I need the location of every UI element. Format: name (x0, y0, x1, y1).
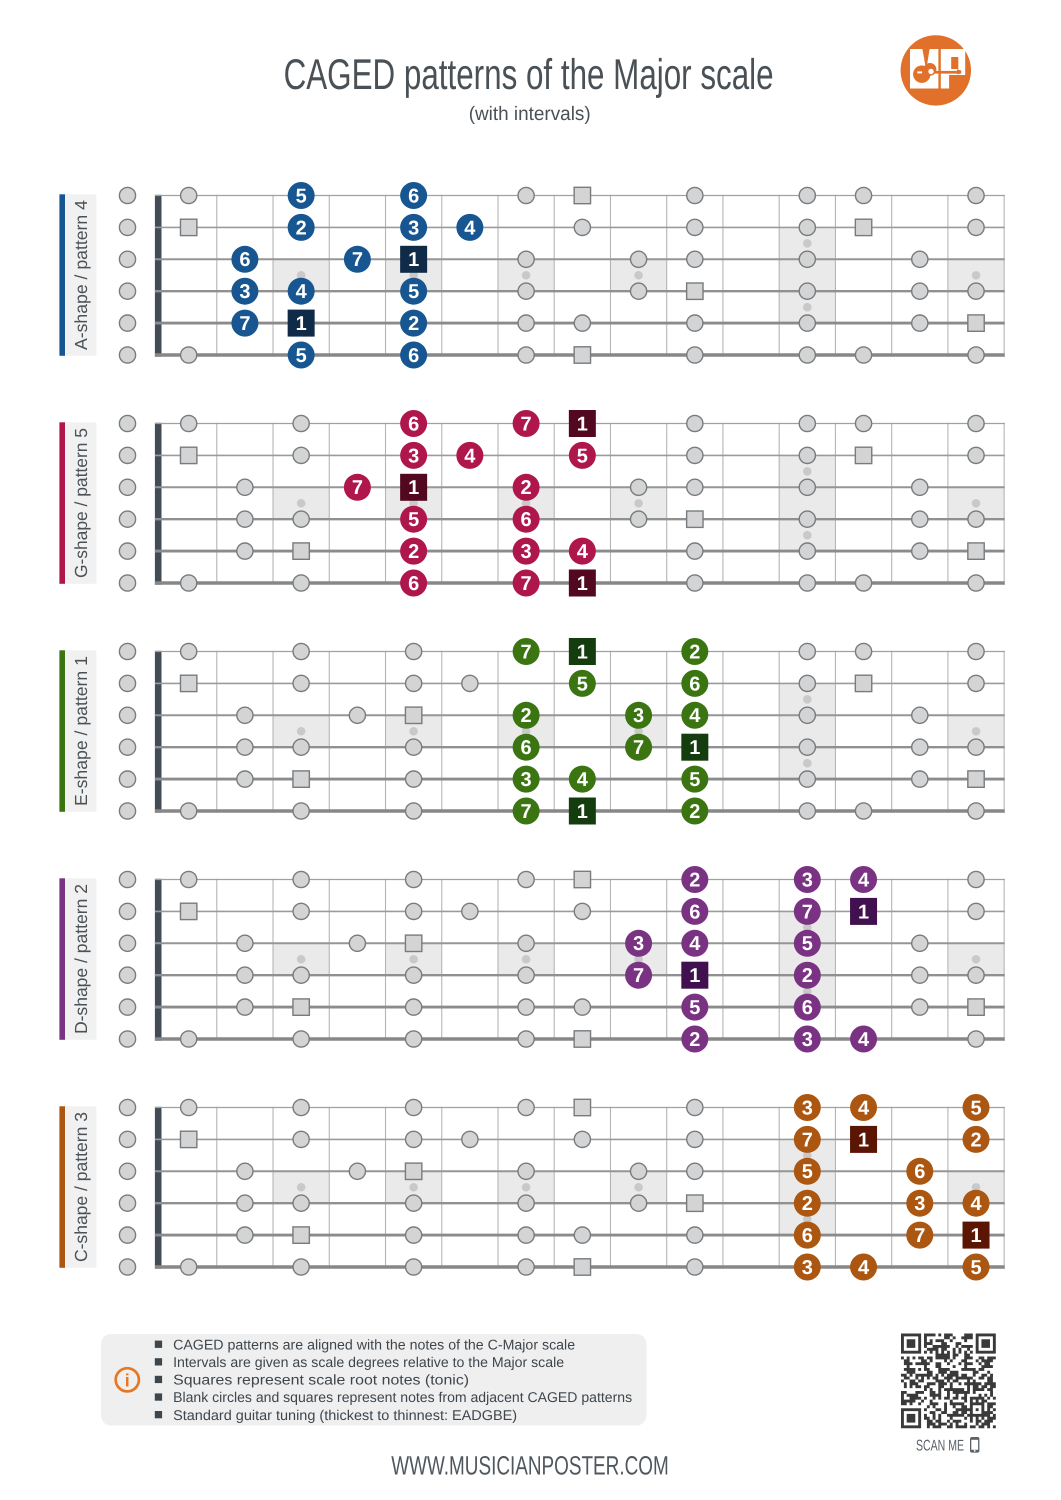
svg-text:Intervals are given as scale d: Intervals are given as scale degrees rel… (173, 1355, 564, 1371)
svg-text:3: 3 (633, 705, 644, 727)
svg-text:5: 5 (689, 769, 700, 791)
svg-text:3: 3 (521, 769, 532, 791)
svg-text:6: 6 (802, 997, 813, 1019)
svg-text:2: 2 (408, 541, 419, 563)
svg-text:5: 5 (408, 509, 419, 531)
svg-text:4: 4 (858, 1257, 870, 1279)
svg-text:G-shape / pattern 5: G-shape / pattern 5 (71, 428, 91, 578)
svg-text:5: 5 (970, 1257, 981, 1279)
svg-text:7: 7 (521, 641, 532, 663)
svg-text:6: 6 (408, 185, 419, 207)
svg-text:2: 2 (970, 1129, 981, 1151)
svg-text:C-shape / pattern 3: C-shape / pattern 3 (71, 1112, 91, 1262)
svg-text:4: 4 (577, 541, 589, 563)
svg-text:2: 2 (689, 801, 700, 823)
svg-text:4: 4 (689, 933, 701, 955)
svg-text:1: 1 (970, 1225, 981, 1247)
svg-text:7: 7 (633, 965, 644, 987)
svg-text:6: 6 (521, 737, 532, 759)
svg-text:3: 3 (521, 541, 532, 563)
svg-text:4: 4 (858, 1029, 870, 1051)
svg-text:2: 2 (521, 477, 532, 499)
svg-text:2: 2 (296, 217, 307, 239)
svg-text:5: 5 (802, 1161, 813, 1183)
svg-text:7: 7 (352, 477, 363, 499)
svg-text:2: 2 (689, 641, 700, 663)
svg-text:D-shape / pattern 2: D-shape / pattern 2 (71, 884, 91, 1034)
svg-text:Standard guitar tuning (thicke: Standard guitar tuning (thickest to thin… (173, 1408, 517, 1424)
svg-text:5: 5 (296, 185, 307, 207)
svg-text:A-shape / pattern 4: A-shape / pattern 4 (71, 200, 91, 350)
svg-text:SCAN ME: SCAN ME (916, 1438, 964, 1455)
svg-text:1: 1 (689, 737, 700, 759)
svg-text:4: 4 (858, 869, 870, 891)
svg-text:6: 6 (521, 509, 532, 531)
svg-text:4: 4 (689, 705, 701, 727)
svg-text:7: 7 (352, 249, 363, 271)
svg-text:7: 7 (521, 801, 532, 823)
svg-text:4: 4 (296, 281, 308, 303)
svg-text:5: 5 (296, 345, 307, 367)
svg-text:6: 6 (914, 1161, 925, 1183)
svg-text:Blank circles and squares repr: Blank circles and squares represent note… (173, 1390, 632, 1406)
svg-text:7: 7 (802, 901, 813, 923)
svg-text:1: 1 (858, 901, 869, 923)
svg-text:1: 1 (577, 413, 588, 435)
svg-text:1: 1 (577, 641, 588, 663)
svg-text:2: 2 (689, 1029, 700, 1051)
svg-text:6: 6 (408, 573, 419, 595)
svg-text:1: 1 (408, 477, 419, 499)
svg-text:6: 6 (408, 345, 419, 367)
svg-text:6: 6 (689, 901, 700, 923)
svg-text:1: 1 (577, 573, 588, 595)
svg-text:3: 3 (802, 1029, 813, 1051)
svg-text:7: 7 (802, 1129, 813, 1151)
svg-text:5: 5 (408, 281, 419, 303)
svg-text:CAGED patterns are aligned wit: CAGED patterns are aligned with the note… (173, 1337, 575, 1353)
svg-text:1: 1 (689, 965, 700, 987)
svg-text:Squares represent scale root n: Squares represent scale root notes (toni… (173, 1373, 469, 1389)
svg-text:2: 2 (802, 1193, 813, 1215)
svg-text:4: 4 (858, 1097, 870, 1119)
svg-text:1: 1 (296, 313, 307, 335)
svg-text:4: 4 (577, 769, 589, 791)
svg-text:1: 1 (408, 249, 419, 271)
svg-text:E-shape / pattern 1: E-shape / pattern 1 (71, 656, 91, 806)
svg-text:6: 6 (689, 673, 700, 695)
svg-text:7: 7 (239, 313, 250, 335)
svg-text:5: 5 (577, 673, 588, 695)
svg-text:3: 3 (914, 1193, 925, 1215)
svg-text:1: 1 (577, 801, 588, 823)
svg-text:7: 7 (914, 1225, 925, 1247)
svg-text:5: 5 (802, 933, 813, 955)
svg-text:6: 6 (802, 1225, 813, 1247)
svg-text:WWW.MUSICIANPOSTER.COM: WWW.MUSICIANPOSTER.COM (391, 1451, 669, 1481)
svg-text:7: 7 (521, 573, 532, 595)
svg-text:3: 3 (239, 281, 250, 303)
svg-text:7: 7 (633, 737, 644, 759)
svg-text:2: 2 (521, 705, 532, 727)
svg-text:3: 3 (802, 1257, 813, 1279)
svg-text:7: 7 (521, 413, 532, 435)
svg-text:2: 2 (689, 869, 700, 891)
svg-text:6: 6 (239, 249, 250, 271)
svg-text:4: 4 (464, 445, 476, 467)
svg-text:3: 3 (408, 445, 419, 467)
svg-text:5: 5 (577, 445, 588, 467)
svg-text:3: 3 (408, 217, 419, 239)
svg-text:CAGED patterns of the Major sc: CAGED patterns of the Major scale (284, 51, 774, 99)
svg-text:2: 2 (802, 965, 813, 987)
svg-text:i: i (125, 1370, 130, 1390)
svg-text:5: 5 (689, 997, 700, 1019)
svg-text:3: 3 (633, 933, 644, 955)
svg-text:(with intervals): (with intervals) (469, 103, 591, 125)
svg-text:4: 4 (970, 1193, 982, 1215)
svg-text:4: 4 (464, 217, 476, 239)
svg-text:2: 2 (408, 313, 419, 335)
svg-text:5: 5 (970, 1097, 981, 1119)
svg-text:6: 6 (408, 413, 419, 435)
svg-text:1: 1 (858, 1129, 869, 1151)
svg-text:3: 3 (802, 869, 813, 891)
svg-text:3: 3 (802, 1097, 813, 1119)
